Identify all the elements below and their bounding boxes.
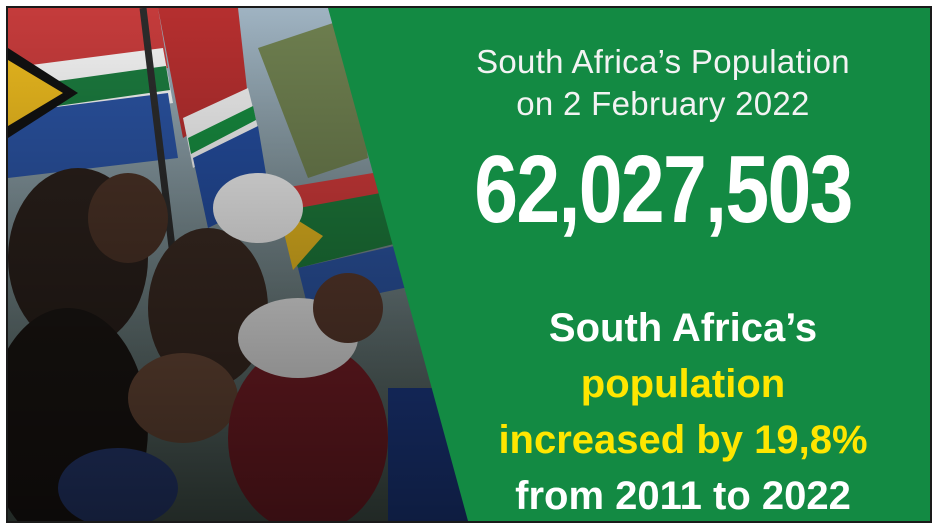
- infographic-frame: South Africa’s Population on 2 February …: [6, 6, 932, 523]
- green-text-panel: [328, 8, 930, 521]
